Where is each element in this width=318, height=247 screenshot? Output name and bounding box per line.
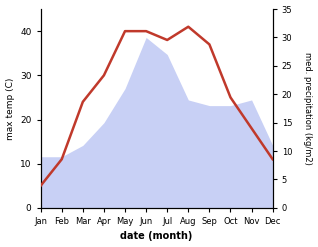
Y-axis label: med. precipitation (kg/m2): med. precipitation (kg/m2) <box>303 52 313 165</box>
X-axis label: date (month): date (month) <box>121 231 193 242</box>
Y-axis label: max temp (C): max temp (C) <box>5 77 15 140</box>
